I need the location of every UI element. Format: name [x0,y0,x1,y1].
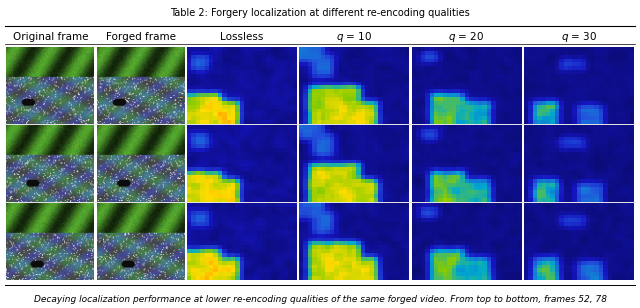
Text: Decaying localization performance at lower re-encoding qualities of the same for: Decaying localization performance at low… [33,295,607,304]
Text: $q$ = 20: $q$ = 20 [449,30,484,44]
Text: $q$ = 30: $q$ = 30 [561,30,597,44]
Text: $q$ = 10: $q$ = 10 [336,30,372,44]
Text: Lossless: Lossless [220,32,264,43]
Text: Forged frame: Forged frame [106,32,176,43]
Text: Original frame: Original frame [13,32,88,43]
Text: Table 2: Forgery localization at different re-encoding qualities: Table 2: Forgery localization at differe… [170,8,470,18]
